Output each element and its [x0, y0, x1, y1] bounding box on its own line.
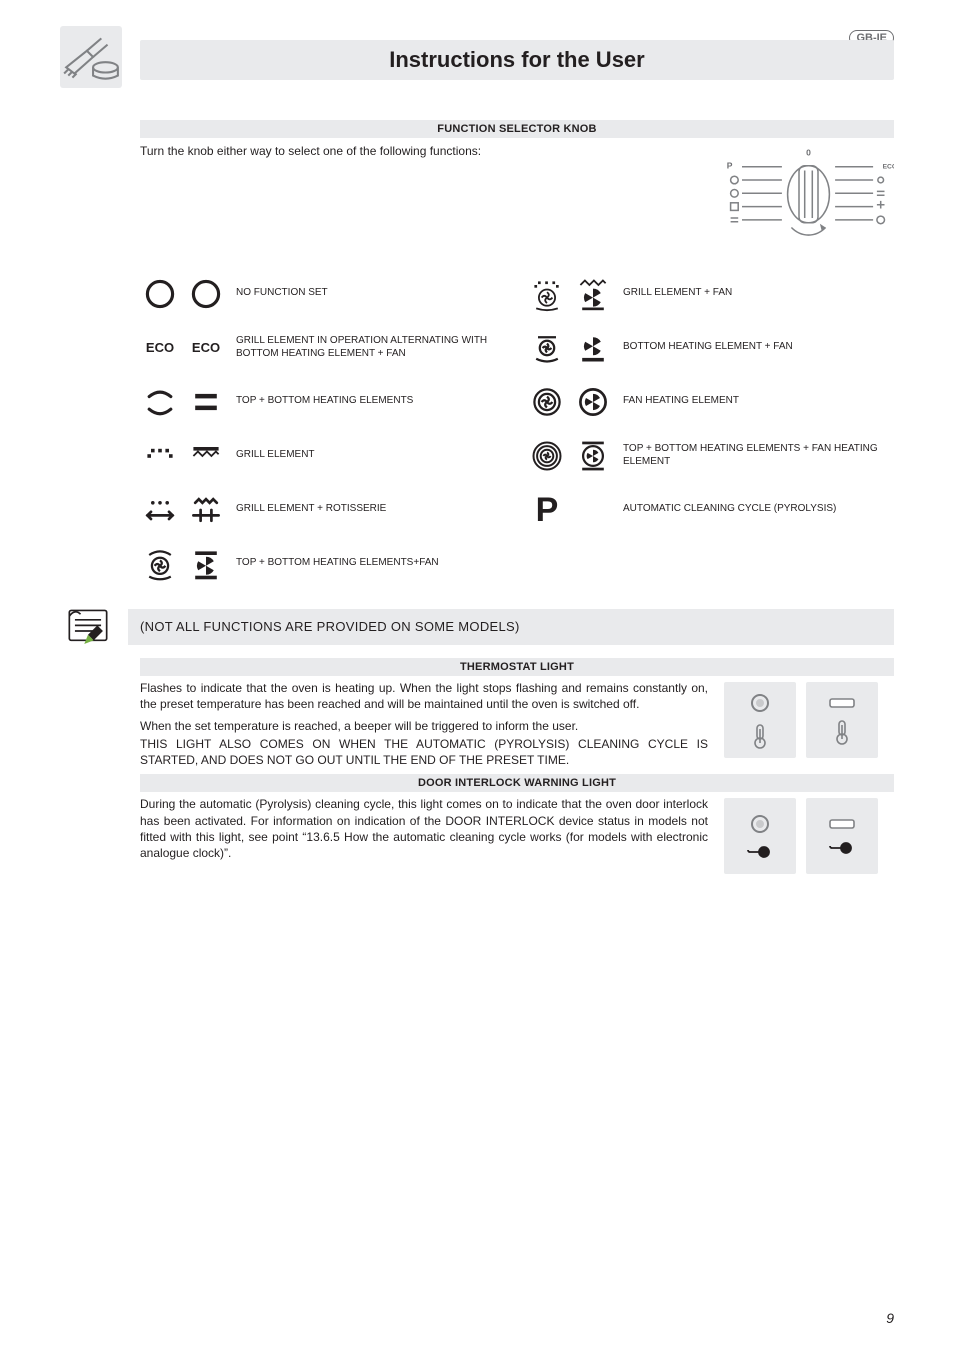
no-function-icon-b — [186, 274, 226, 314]
function-row: P AUTOMATIC CLEANING CYCLE (PYROLYSIS) — [527, 486, 894, 534]
door-interlock-para: During the automatic (Pyrolysis) cleanin… — [140, 796, 708, 861]
function-list-right: GRILL ELEMENT + FAN — [527, 270, 894, 588]
door-interlock-diagram-b — [806, 798, 878, 874]
function-selector-intro: Turn the knob either way to select one o… — [140, 142, 684, 158]
rotisserie-icon-b — [186, 490, 226, 530]
knob-diagram: 0 P ECO — [704, 142, 894, 252]
function-row: GRILL ELEMENT — [140, 432, 507, 480]
function-label: GRILL ELEMENT — [232, 449, 315, 462]
knob-label-0: 0 — [806, 147, 811, 157]
function-row: GRILL ELEMENT + FAN — [527, 270, 894, 318]
blank-icon — [573, 490, 613, 530]
grill-dots-icon — [140, 436, 180, 476]
fan-heating-outline-icon — [527, 382, 567, 422]
function-label: BOTTOM HEATING ELEMENT + FAN — [619, 341, 793, 354]
function-label: GRILL ELEMENT + FAN — [619, 287, 732, 300]
bottom-fan-solid-icon — [573, 328, 613, 368]
thermostat-para-2: When the set temperature is reached, a b… — [140, 718, 708, 734]
fan-oven-outline-icon — [140, 544, 180, 584]
function-row: ECO ECO GRILL ELEMENT IN OPERATION ALTER… — [140, 324, 507, 372]
section-decor-icon — [60, 26, 122, 88]
thermostat-para-1: Flashes to indicate that the oven is hea… — [140, 680, 708, 712]
thermostat-para-3: THIS LIGHT ALSO COMES ON WHEN THE AUTOMA… — [140, 736, 708, 768]
function-row: GRILL ELEMENT + ROTISSERIE — [140, 486, 507, 534]
two-bars-icon — [186, 382, 226, 422]
thermostat-light-diagram-a — [724, 682, 796, 758]
grill-zigzag-icon — [186, 436, 226, 476]
fan-solid-under-bar-icon — [186, 544, 226, 584]
function-label: FAN HEATING ELEMENT — [619, 395, 739, 408]
page-title-band: Instructions for the User — [140, 40, 894, 80]
door-interlock-heading: DOOR INTERLOCK WARNING LIGHT — [418, 777, 616, 789]
knob-label-eco: ECO — [883, 164, 894, 171]
thermostat-light-diagrams — [724, 680, 894, 758]
fan-heating-solid-icon — [573, 382, 613, 422]
note-decor-icon — [60, 604, 116, 650]
function-selector-heading-band: FUNCTION SELECTOR KNOB — [140, 120, 894, 138]
thermostat-heading-band: THERMOSTAT LIGHT — [140, 658, 894, 676]
door-interlock-light-diagrams — [724, 796, 894, 874]
function-row: BOTTOM HEATING ELEMENT + FAN — [527, 324, 894, 372]
page-title: Instructions for the User — [389, 47, 644, 73]
function-label: GRILL ELEMENT + ROTISSERIE — [232, 503, 386, 516]
function-row: TOP + BOTTOM HEATING ELEMENTS + FAN HEAT… — [527, 432, 894, 480]
door-interlock-heading-band: DOOR INTERLOCK WARNING LIGHT — [140, 774, 894, 792]
eco-icon-a: ECO — [140, 328, 180, 368]
no-function-icon-a — [140, 274, 180, 314]
fan-double-circle-icon — [527, 436, 567, 476]
function-list-left: NO FUNCTION SET ECO ECO GRILL ELEMENT IN… — [140, 270, 507, 588]
function-label: AUTOMATIC CLEANING CYCLE (PYROLYSIS) — [619, 503, 836, 516]
grill-dots-fan-icon — [527, 274, 567, 314]
fan-circle-bars-solid-icon — [573, 436, 613, 476]
note-text: (NOT ALL FUNCTIONS ARE PROVIDED ON SOME … — [140, 619, 520, 634]
thermostat-light-diagram-b — [806, 682, 878, 758]
grill-fan-solid-icon — [573, 274, 613, 314]
top-bottom-arcs-icon — [140, 382, 180, 422]
function-row: TOP + BOTTOM HEATING ELEMENTS — [140, 378, 507, 426]
function-label: TOP + BOTTOM HEATING ELEMENTS — [232, 395, 413, 408]
pyrolysis-p-icon: P — [527, 490, 567, 530]
page-number: 9 — [886, 1310, 894, 1326]
function-row: FAN HEATING ELEMENT — [527, 378, 894, 426]
rotisserie-icon-a — [140, 490, 180, 530]
function-selector-heading: FUNCTION SELECTOR KNOB — [437, 123, 596, 135]
door-interlock-diagram-a — [724, 798, 796, 874]
eco-icon-b: ECO — [186, 328, 226, 368]
note-band: (NOT ALL FUNCTIONS ARE PROVIDED ON SOME … — [128, 609, 894, 645]
function-label: TOP + BOTTOM HEATING ELEMENTS+FAN — [232, 557, 439, 570]
function-label: NO FUNCTION SET — [232, 287, 328, 300]
function-label: GRILL ELEMENT IN OPERATION ALTERNATING W… — [232, 335, 507, 360]
function-row: TOP + BOTTOM HEATING ELEMENTS+FAN — [140, 540, 507, 588]
knob-label-p: P — [727, 161, 733, 171]
thermostat-heading: THERMOSTAT LIGHT — [460, 661, 574, 673]
function-row: NO FUNCTION SET — [140, 270, 507, 318]
bottom-fan-outline-icon — [527, 328, 567, 368]
function-label: TOP + BOTTOM HEATING ELEMENTS + FAN HEAT… — [619, 443, 894, 468]
